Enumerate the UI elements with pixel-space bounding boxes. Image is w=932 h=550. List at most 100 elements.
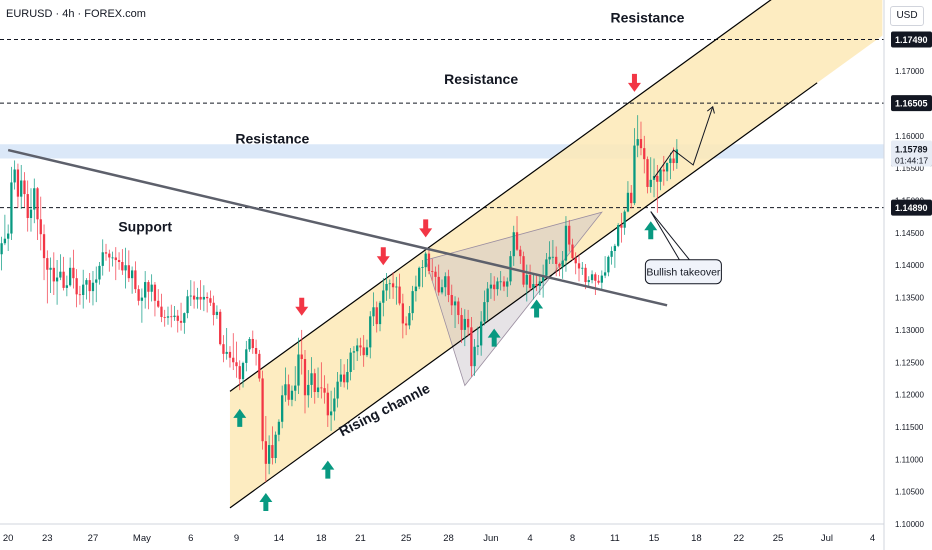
candle — [144, 282, 147, 298]
candle — [359, 345, 362, 348]
x-tick-label: 21 — [355, 533, 366, 544]
candle — [382, 290, 385, 303]
candle — [153, 284, 157, 301]
candle — [130, 270, 134, 279]
y-tick-label: 1.17000 — [895, 67, 924, 76]
candle — [7, 233, 10, 239]
candle — [450, 294, 453, 306]
bullish-arrow — [259, 492, 273, 511]
price-label: 1.17490 — [895, 35, 928, 45]
candle — [186, 296, 189, 314]
candle — [620, 225, 623, 228]
candle — [633, 145, 636, 204]
candle — [98, 265, 101, 280]
candle — [466, 318, 470, 328]
candle — [329, 411, 333, 416]
bullish-arrow — [644, 221, 658, 240]
candle — [36, 188, 39, 220]
candle — [636, 139, 639, 146]
candles — [0, 115, 679, 482]
candle — [408, 313, 411, 326]
candle — [150, 284, 153, 292]
y-tick-label: 1.13000 — [895, 326, 924, 335]
y-tick-label: 1.12000 — [895, 391, 924, 400]
candle — [339, 374, 343, 382]
candle — [65, 285, 69, 288]
price-label: 1.14890 — [895, 203, 928, 213]
candle — [157, 300, 160, 307]
candle — [16, 169, 20, 197]
candle — [140, 297, 144, 301]
candle — [388, 283, 391, 285]
candle — [404, 323, 408, 326]
candle — [333, 398, 336, 412]
candle — [626, 192, 630, 212]
candle — [111, 257, 114, 259]
candle — [630, 192, 633, 204]
candle — [29, 209, 33, 219]
candle — [121, 262, 124, 271]
candle — [581, 267, 584, 269]
candle — [176, 315, 179, 321]
candle — [46, 258, 49, 270]
y-tick-label: 1.11000 — [895, 455, 924, 464]
x-tick-label: 22 — [734, 533, 745, 544]
x-tick-label: 23 — [42, 533, 53, 544]
candle — [597, 280, 600, 283]
descending-trendline — [7, 148, 668, 307]
candle — [241, 362, 245, 380]
candle — [261, 378, 264, 442]
candle — [473, 346, 476, 367]
price-label-box — [891, 199, 932, 216]
candle — [199, 296, 202, 300]
candle — [584, 267, 587, 283]
candle — [104, 252, 108, 254]
bullish-arrow — [487, 328, 501, 347]
candle — [551, 256, 555, 258]
candle — [49, 267, 52, 270]
candle — [600, 275, 603, 283]
candle — [457, 301, 460, 316]
candle — [486, 288, 489, 303]
candle — [623, 211, 626, 228]
candle — [342, 374, 346, 383]
candle — [258, 353, 261, 379]
price-label-box — [891, 95, 932, 112]
candle — [675, 149, 679, 164]
candle — [398, 286, 401, 304]
candle — [643, 148, 646, 160]
candle — [212, 302, 215, 316]
candle — [59, 271, 62, 278]
candle — [646, 159, 649, 187]
candle — [170, 316, 173, 318]
currency-button[interactable]: USD — [890, 6, 924, 26]
candle — [137, 289, 140, 301]
candle — [431, 271, 434, 272]
candle — [101, 252, 104, 266]
current-price-label: 1.15789 — [895, 145, 928, 155]
x-tick-label: Jun — [483, 533, 498, 544]
candle — [68, 267, 72, 286]
candle — [147, 282, 150, 292]
x-tick-label: 25 — [401, 533, 412, 544]
candle — [313, 373, 316, 393]
candle — [385, 283, 388, 291]
candle — [440, 287, 444, 293]
annotation-label: Support — [118, 219, 172, 235]
candle — [506, 281, 509, 287]
candle — [192, 295, 196, 300]
candle — [287, 384, 290, 400]
candle — [62, 271, 65, 288]
y-tick-label: 1.14500 — [895, 229, 924, 238]
candle — [248, 338, 251, 350]
candle — [108, 253, 111, 258]
bearish-arrow — [627, 73, 641, 92]
x-tick-label: 18 — [691, 533, 702, 544]
candle — [209, 298, 212, 303]
candle — [264, 441, 267, 464]
candle — [124, 265, 127, 271]
x-tick-label: 25 — [773, 533, 784, 544]
candle — [590, 274, 594, 281]
x-tick-label: 20 — [3, 533, 14, 544]
